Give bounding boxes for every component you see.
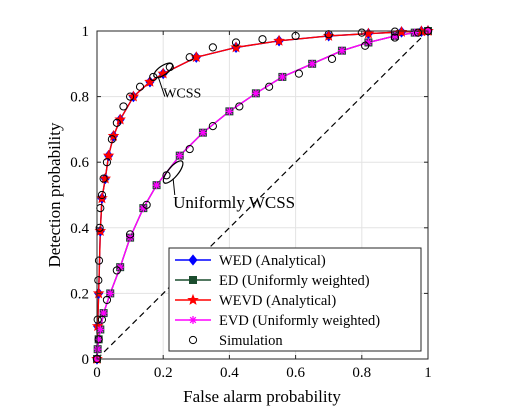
- series-5-point: [294, 69, 304, 78]
- diagonal-reference-line: [96, 30, 429, 360]
- series-markers: [91, 24, 434, 365]
- legend-item: EVD (Uniformly weighted): [175, 313, 380, 329]
- series-4-point: [102, 158, 112, 167]
- series-2-point: [362, 27, 375, 39]
- wcss-annotation: WCSS: [163, 87, 201, 102]
- series-4-point: [390, 27, 399, 36]
- y-tick-label: 0.6: [70, 155, 89, 171]
- y-tick-label: 0.4: [70, 221, 89, 237]
- series-4-point: [119, 102, 128, 111]
- x-tick-label: 0.4: [220, 365, 239, 381]
- x-tick-label: 0: [93, 365, 101, 381]
- legend-label: ED (Uniformly weighted): [219, 273, 370, 289]
- series-5-point: [102, 295, 112, 305]
- series-4-point: [94, 256, 104, 265]
- series-5-point: [235, 102, 244, 111]
- series-3-point: [99, 309, 108, 318]
- annotations: WCSS Uniformly WCSS: [153, 62, 295, 212]
- series-4-point: [357, 28, 366, 37]
- series-5-point: [112, 266, 121, 275]
- legend-item: Simulation: [188, 333, 283, 349]
- y-tick-label: 0: [82, 352, 90, 368]
- series-3-point: [93, 345, 102, 354]
- series-5-point: [265, 82, 274, 91]
- series-4-point: [258, 35, 267, 44]
- legend-marker: [188, 254, 198, 266]
- legend-label: Simulation: [219, 333, 283, 349]
- series-3-point: [96, 325, 105, 334]
- wcss-ellipse: [153, 62, 174, 79]
- series-2-point: [107, 129, 120, 141]
- series-3-point: [308, 59, 317, 68]
- series-4-point: [231, 38, 241, 47]
- legend-label: EVD (Uniformly weighted): [219, 313, 380, 329]
- series-3-point: [106, 289, 115, 298]
- series-4-point: [126, 92, 135, 101]
- series-4-point: [99, 174, 108, 183]
- series-5-point: [208, 122, 217, 131]
- y-tick-label: 1: [82, 24, 90, 40]
- y-tick-label: 0.2: [70, 286, 89, 302]
- series-3-point: [198, 128, 207, 137]
- series-3-point: [175, 151, 184, 160]
- x-tick-label: 1: [424, 365, 432, 381]
- legend-item: WED (Analytical): [175, 253, 326, 269]
- x-axis-title: False alarm probability: [183, 387, 341, 406]
- grid: [96, 30, 429, 360]
- series-4-point: [93, 315, 102, 324]
- series-5-point: [361, 41, 370, 50]
- series-4-point: [208, 43, 217, 52]
- x-tick-label: 0.8: [352, 365, 371, 381]
- legend-item: ED (Uniformly weighted): [175, 273, 370, 289]
- series-4-point: [149, 72, 158, 82]
- series-4-point: [112, 118, 121, 127]
- series-5-point: [97, 315, 107, 324]
- wcss-pointer: [157, 76, 166, 97]
- legend-marker: [188, 335, 198, 345]
- series-3-point: [225, 107, 234, 116]
- series-5-point: [94, 335, 103, 344]
- series-4-point: [95, 223, 104, 232]
- series-5-point: [142, 200, 151, 209]
- series-5-point: [390, 33, 399, 42]
- series-2-point: [273, 34, 285, 46]
- uniform-wcss-annotation: Uniformly WCSS: [173, 193, 295, 212]
- series-4-point: [185, 53, 194, 62]
- legend-item: WEVD (Analytical): [175, 293, 336, 309]
- series-3-point: [152, 181, 161, 190]
- series-2-point: [230, 41, 242, 53]
- x-tick-label: 0.6: [286, 365, 305, 381]
- uniform-wcss-ellipse: [162, 160, 184, 184]
- series-3-point: [251, 89, 260, 98]
- series-4-point: [107, 135, 116, 144]
- plot-frame: [96, 30, 429, 360]
- series-4-point: [135, 82, 145, 91]
- y-tick-label: 0.8: [70, 90, 89, 106]
- legend-label: WEVD (Analytical): [219, 293, 336, 309]
- legend: WED (Analytical) ED (Uniformly weighted) W…: [168, 247, 422, 352]
- y-axis-title: Detection probability: [45, 122, 64, 267]
- series-2-point: [102, 149, 115, 161]
- legend-label: WED (Analytical): [219, 253, 326, 269]
- uniform-wcss-pointer: [172, 178, 176, 196]
- series-2-point: [91, 320, 104, 332]
- axis-ticks: 0 0.2 0.4 0.6 0.8 1 0 0.2 0.4 0.6 0.8 1: [70, 24, 432, 381]
- legend-marker: [189, 316, 197, 324]
- series-5-point: [327, 54, 337, 63]
- x-tick-label: 0.2: [154, 365, 173, 381]
- series-3-point: [337, 46, 346, 55]
- series-5-point: [185, 144, 194, 154]
- legend-marker: [187, 293, 199, 305]
- series-4-point: [94, 276, 103, 285]
- series-5-point: [413, 28, 423, 37]
- series-5-point: [126, 230, 135, 239]
- series-2-point: [99, 172, 112, 184]
- series-3-point: [278, 72, 287, 81]
- chance-line: [96, 30, 429, 360]
- series-4-point: [97, 190, 107, 200]
- legend-marker: [189, 276, 197, 284]
